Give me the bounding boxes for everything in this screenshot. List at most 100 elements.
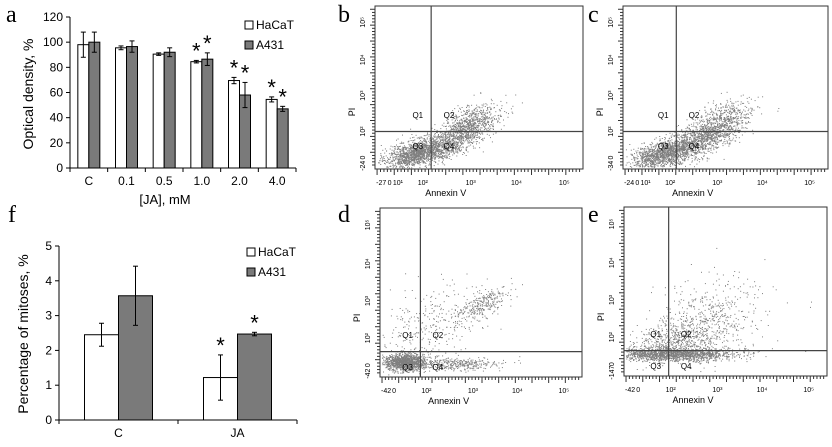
event-dot bbox=[706, 138, 708, 140]
event-dot bbox=[482, 105, 484, 107]
event-dot bbox=[401, 154, 403, 156]
event-dot bbox=[456, 134, 458, 136]
event-dot bbox=[422, 146, 424, 148]
event-dot bbox=[411, 148, 413, 149]
event-dot bbox=[438, 160, 440, 162]
event-dot bbox=[660, 156, 662, 158]
event-dot bbox=[491, 116, 493, 118]
event-dot bbox=[474, 114, 476, 115]
event-dot bbox=[398, 148, 400, 150]
event-dot bbox=[474, 113, 476, 115]
event-dot bbox=[394, 147, 396, 149]
event-dot bbox=[446, 137, 448, 139]
event-dot bbox=[672, 146, 674, 148]
event-dot bbox=[693, 124, 695, 126]
event-dot bbox=[466, 134, 468, 136]
event-dot bbox=[452, 138, 454, 140]
event-dot bbox=[710, 129, 712, 131]
event-dot bbox=[469, 119, 471, 121]
event-dot bbox=[708, 128, 710, 130]
event-dot bbox=[477, 125, 479, 126]
event-dot bbox=[728, 126, 730, 128]
event-dot bbox=[645, 151, 647, 152]
event-dot bbox=[429, 151, 431, 153]
event-dot bbox=[694, 157, 696, 159]
event-dot bbox=[439, 150, 441, 152]
event-dot bbox=[429, 136, 431, 138]
event-dot bbox=[693, 138, 695, 139]
event-dot bbox=[463, 110, 465, 112]
event-dot bbox=[425, 149, 427, 151]
event-dot bbox=[456, 132, 458, 134]
event-dot bbox=[459, 129, 461, 131]
event-dot bbox=[669, 159, 671, 161]
event-dot bbox=[667, 146, 669, 148]
event-dot bbox=[470, 128, 472, 130]
event-dot bbox=[415, 161, 417, 163]
event-dot bbox=[679, 143, 681, 145]
event-dot bbox=[400, 163, 402, 164]
event-dot bbox=[705, 118, 707, 120]
event-dot bbox=[678, 153, 679, 155]
event-dot bbox=[670, 150, 671, 152]
event-dot bbox=[489, 116, 490, 118]
event-dot bbox=[653, 156, 655, 158]
flow-b-quadrant-Q2: Q2 bbox=[444, 111, 455, 120]
event-dot bbox=[451, 145, 453, 146]
event-dot bbox=[634, 158, 636, 160]
event-dot bbox=[432, 143, 434, 145]
event-dot bbox=[409, 156, 411, 158]
event-dot bbox=[683, 146, 685, 148]
chart-a-ytick-label: 20 bbox=[50, 136, 64, 150]
event-dot bbox=[670, 159, 672, 161]
event-dot bbox=[399, 150, 401, 152]
event-dot bbox=[702, 143, 704, 145]
event-dot bbox=[688, 147, 690, 149]
event-dot bbox=[660, 164, 662, 165]
event-dot bbox=[661, 165, 663, 167]
chart-f-xtick-label: C bbox=[114, 426, 123, 440]
event-dot bbox=[681, 134, 683, 136]
event-dot bbox=[682, 152, 684, 154]
event-dot bbox=[726, 135, 728, 137]
event-dot bbox=[421, 137, 423, 139]
event-dot bbox=[431, 141, 433, 143]
event-dot bbox=[470, 123, 472, 125]
flow-b-xtick-label: 0 bbox=[388, 180, 392, 187]
event-dot bbox=[672, 151, 674, 153]
event-dot bbox=[680, 156, 682, 158]
event-dot bbox=[645, 153, 647, 154]
event-dot bbox=[474, 107, 476, 109]
event-dot bbox=[392, 146, 394, 148]
event-dot bbox=[422, 160, 423, 162]
event-dot bbox=[446, 152, 448, 154]
event-dot bbox=[486, 117, 488, 118]
event-dot bbox=[697, 158, 699, 160]
event-dot bbox=[454, 138, 456, 140]
event-dot bbox=[444, 149, 446, 151]
event-dot bbox=[696, 156, 697, 158]
event-dot bbox=[405, 160, 407, 162]
event-dot bbox=[490, 107, 492, 109]
event-dot bbox=[668, 160, 670, 162]
event-dot bbox=[656, 156, 658, 158]
event-dot bbox=[672, 155, 673, 157]
event-dot bbox=[438, 153, 440, 155]
event-dot bbox=[402, 161, 404, 163]
event-dot bbox=[452, 125, 454, 127]
event-dot bbox=[666, 157, 668, 159]
event-dot bbox=[657, 153, 658, 155]
event-dot bbox=[674, 155, 676, 157]
event-dot bbox=[434, 148, 435, 150]
event-dot bbox=[670, 141, 672, 143]
event-dot bbox=[652, 149, 653, 151]
event-dot bbox=[378, 162, 379, 164]
event-dot bbox=[702, 145, 704, 147]
event-dot bbox=[460, 131, 462, 133]
event-dot bbox=[693, 145, 694, 147]
event-dot bbox=[413, 146, 415, 147]
event-dot bbox=[410, 149, 412, 151]
event-dot bbox=[418, 138, 420, 140]
event-dot bbox=[442, 142, 444, 144]
event-dot bbox=[466, 138, 468, 139]
